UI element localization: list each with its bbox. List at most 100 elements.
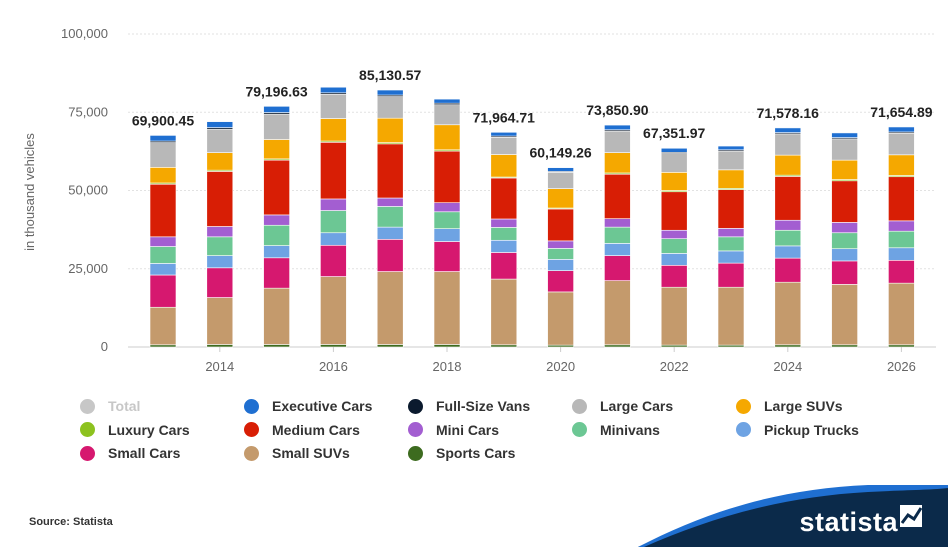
legend-item-pickup-trucks[interactable]: Pickup Trucks: [736, 422, 859, 438]
bar-segment[interactable]: [774, 281, 802, 346]
bar-segment[interactable]: [547, 188, 574, 209]
legend-item-luxury-cars[interactable]: Luxury Cars: [80, 422, 190, 438]
bar-segment[interactable]: [263, 224, 290, 246]
bar-segment[interactable]: [263, 344, 290, 348]
bar-segment[interactable]: [320, 276, 347, 345]
bar-stack-2018[interactable]: [433, 98, 461, 348]
bar-segment[interactable]: [831, 232, 858, 250]
bar-segment[interactable]: [490, 136, 518, 155]
legend-item-executive-cars[interactable]: Executive Cars: [244, 398, 372, 414]
bar-segment[interactable]: [888, 344, 915, 348]
bar-segment[interactable]: [888, 220, 915, 232]
bar-segment[interactable]: [888, 259, 915, 284]
bar-segment[interactable]: [547, 259, 574, 271]
bar-stack-2014[interactable]: [206, 121, 234, 348]
bar-segment[interactable]: [774, 257, 802, 283]
bar-segment[interactable]: [320, 94, 347, 119]
bar-segment[interactable]: [888, 126, 915, 133]
bar-segment[interactable]: [149, 142, 177, 168]
bar-segment[interactable]: [206, 236, 234, 256]
bar-segment[interactable]: [604, 226, 631, 244]
bar-segment[interactable]: [206, 121, 234, 128]
bar-segment[interactable]: [433, 344, 461, 348]
bar-segment[interactable]: [717, 150, 745, 171]
bar-segment[interactable]: [888, 247, 915, 261]
bar-stack-2017[interactable]: [376, 89, 404, 348]
bar-segment[interactable]: [774, 154, 802, 176]
bar-stack-2026[interactable]: [888, 126, 915, 348]
bar-segment[interactable]: [831, 159, 858, 180]
bar-stack-2013[interactable]: [149, 135, 177, 348]
bar-segment[interactable]: [604, 218, 631, 228]
bar-stack-2020[interactable]: [547, 167, 574, 348]
bar-segment[interactable]: [149, 183, 177, 238]
bar-segment[interactable]: [490, 227, 518, 241]
legend-item-large-suvs[interactable]: Large SUVs: [736, 398, 843, 414]
bar-segment[interactable]: [206, 171, 234, 227]
bar-segment[interactable]: [774, 245, 802, 259]
bar-segment[interactable]: [320, 141, 347, 200]
bar-segment[interactable]: [774, 127, 802, 133]
bar-segment[interactable]: [263, 113, 290, 140]
bar-segment[interactable]: [604, 173, 631, 219]
bar-segment[interactable]: [206, 267, 234, 298]
bar-segment[interactable]: [717, 169, 745, 189]
bar-segment[interactable]: [831, 132, 858, 138]
bar-segment[interactable]: [717, 228, 745, 238]
bar-segment[interactable]: [660, 253, 688, 266]
bar-segment[interactable]: [433, 202, 461, 213]
bar-segment[interactable]: [660, 238, 688, 254]
bar-segment[interactable]: [149, 236, 177, 247]
bar-segment[interactable]: [376, 96, 404, 119]
bar-segment[interactable]: [376, 206, 404, 228]
bar-segment[interactable]: [717, 286, 745, 346]
bar-segment[interactable]: [263, 257, 290, 289]
bar-segment[interactable]: [320, 118, 347, 142]
statista-logo[interactable]: statista: [638, 485, 948, 547]
legend-item-small-cars[interactable]: Small Cars: [80, 445, 180, 461]
bar-segment[interactable]: [604, 255, 631, 281]
bar-segment[interactable]: [206, 128, 234, 153]
bar-segment[interactable]: [888, 176, 915, 222]
bar-segment[interactable]: [831, 344, 858, 348]
bar-segment[interactable]: [604, 152, 631, 174]
bar-segment[interactable]: [547, 270, 574, 293]
bar-stack-2021[interactable]: [604, 124, 631, 348]
bar-segment[interactable]: [206, 255, 234, 269]
bar-segment[interactable]: [149, 306, 177, 346]
legend-item-small-suvs[interactable]: Small SUVs: [244, 445, 350, 461]
bar-segment[interactable]: [206, 226, 234, 238]
bar-segment[interactable]: [149, 135, 177, 142]
bar-segment[interactable]: [888, 132, 915, 156]
bar-segment[interactable]: [547, 248, 574, 260]
bar-segment[interactable]: [660, 286, 688, 346]
bar-segment[interactable]: [547, 172, 574, 189]
bar-segment[interactable]: [888, 230, 915, 249]
bar-segment[interactable]: [433, 211, 461, 229]
bar-segment[interactable]: [604, 243, 631, 256]
bar-segment[interactable]: [490, 131, 518, 137]
bar-segment[interactable]: [149, 274, 177, 308]
legend-item-sports-cars[interactable]: Sports Cars: [408, 445, 515, 461]
bar-stack-2023[interactable]: [717, 145, 745, 348]
bar-stack-2024[interactable]: [774, 127, 802, 348]
bar-segment[interactable]: [320, 210, 347, 234]
bar-segment[interactable]: [433, 228, 461, 242]
bar-segment[interactable]: [263, 106, 290, 113]
bar-segment[interactable]: [263, 287, 290, 345]
bar-segment[interactable]: [774, 133, 802, 156]
bar-segment[interactable]: [433, 150, 461, 204]
bar-segment[interactable]: [263, 245, 290, 259]
bar-segment[interactable]: [433, 241, 461, 272]
bar-segment[interactable]: [490, 278, 518, 346]
bar-stack-2016[interactable]: [320, 86, 347, 348]
bar-segment[interactable]: [376, 344, 404, 348]
bar-segment[interactable]: [320, 344, 347, 348]
bar-segment[interactable]: [831, 222, 858, 234]
bar-segment[interactable]: [206, 344, 234, 348]
bar-segment[interactable]: [660, 229, 688, 240]
bar-segment[interactable]: [490, 154, 518, 178]
bar-segment[interactable]: [490, 177, 518, 220]
bar-segment[interactable]: [547, 208, 574, 242]
bar-stack-2015[interactable]: [263, 106, 290, 348]
